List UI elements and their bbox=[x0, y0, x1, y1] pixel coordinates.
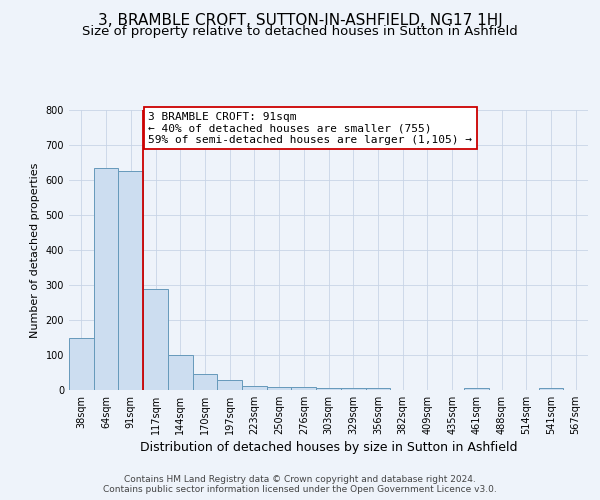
Bar bbox=[341, 388, 365, 390]
Bar bbox=[217, 380, 242, 390]
Text: 3 BRAMBLE CROFT: 91sqm
← 40% of detached houses are smaller (755)
59% of semi-de: 3 BRAMBLE CROFT: 91sqm ← 40% of detached… bbox=[148, 112, 472, 145]
Bar bbox=[193, 374, 217, 390]
Text: Contains HM Land Registry data © Crown copyright and database right 2024.
Contai: Contains HM Land Registry data © Crown c… bbox=[103, 474, 497, 494]
Bar bbox=[365, 388, 390, 390]
Bar bbox=[168, 355, 193, 390]
Bar bbox=[94, 168, 118, 390]
Bar bbox=[118, 171, 143, 390]
Bar bbox=[316, 388, 341, 390]
Bar bbox=[267, 386, 292, 390]
Bar bbox=[143, 289, 168, 390]
Text: 3, BRAMBLE CROFT, SUTTON-IN-ASHFIELD, NG17 1HJ: 3, BRAMBLE CROFT, SUTTON-IN-ASHFIELD, NG… bbox=[98, 12, 502, 28]
Bar bbox=[464, 388, 489, 390]
Bar bbox=[242, 386, 267, 390]
Bar bbox=[539, 388, 563, 390]
Bar bbox=[292, 386, 316, 390]
Text: Distribution of detached houses by size in Sutton in Ashfield: Distribution of detached houses by size … bbox=[140, 441, 518, 454]
Text: Size of property relative to detached houses in Sutton in Ashfield: Size of property relative to detached ho… bbox=[82, 25, 518, 38]
Bar bbox=[69, 338, 94, 390]
Y-axis label: Number of detached properties: Number of detached properties bbox=[30, 162, 40, 338]
